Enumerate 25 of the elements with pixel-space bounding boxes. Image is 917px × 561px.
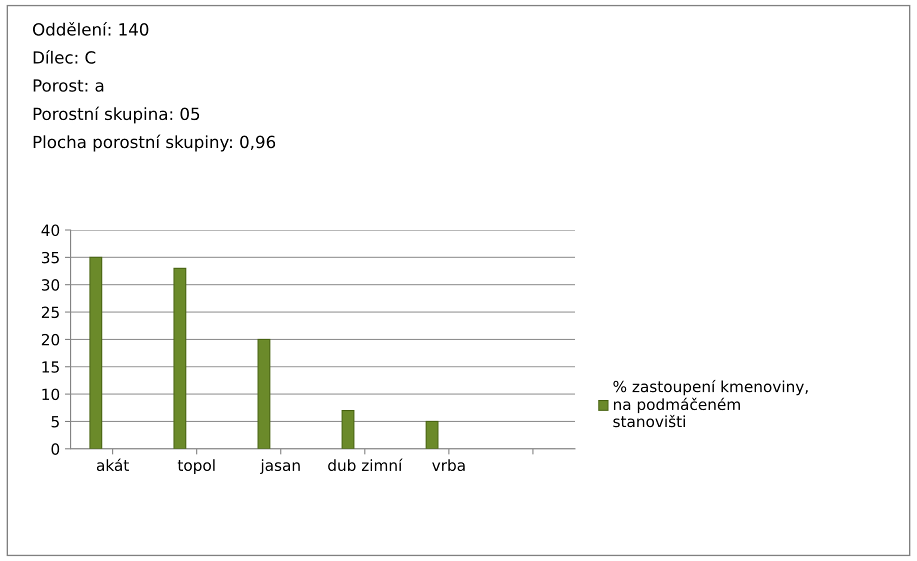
x-tick-label: jasan — [260, 459, 300, 474]
y-tick-label: 25 — [42, 306, 59, 318]
bar — [89, 256, 102, 449]
text: Plocha porostní skupiny: 0,96 — [34, 134, 276, 152]
y-tick-label: 10 — [42, 388, 60, 400]
x-tick-label: vrba — [432, 459, 465, 472]
y-tick-label: 40 — [42, 224, 60, 236]
y-tick-label: 30 — [42, 279, 60, 291]
text: Dílec: C — [34, 50, 96, 64]
text: Porostní skupina: 05 — [34, 106, 200, 124]
y-tick-label: 5 — [52, 416, 59, 428]
chart-title: Oddělení: 140 — [33, 22, 148, 36]
x-tick-label: topol — [178, 459, 215, 474]
bar — [173, 268, 186, 449]
legend-label: % zastoupení kmenoviny, na podmáčeném stanovišti — [613, 380, 808, 428]
y-tick-label: 15 — [42, 361, 59, 373]
x-tick-label: akát — [96, 458, 129, 472]
bar — [426, 420, 438, 449]
y-tick-label: 35 — [42, 252, 59, 264]
bar — [258, 338, 270, 449]
y-tick-label: 0 — [51, 443, 60, 455]
bar — [342, 410, 354, 449]
text: Porost: a — [34, 79, 104, 92]
y-tick-label: 20 — [42, 334, 60, 346]
x-tick-label: dub zimní — [328, 458, 403, 472]
